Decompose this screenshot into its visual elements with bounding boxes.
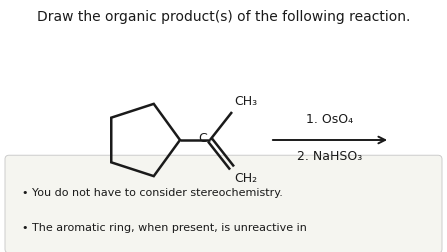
Text: 2. NaHSO₃: 2. NaHSO₃: [297, 150, 363, 163]
Text: Draw the organic product(s) of the following reaction.: Draw the organic product(s) of the follo…: [37, 10, 410, 24]
Text: • The aromatic ring, when present, is unreactive in: • The aromatic ring, when present, is un…: [22, 223, 307, 233]
Text: 1. OsO₄: 1. OsO₄: [307, 113, 354, 126]
Text: • You do not have to consider stereochemistry.: • You do not have to consider stereochem…: [22, 188, 283, 198]
Text: C: C: [198, 132, 207, 144]
Text: CH₃: CH₃: [234, 95, 257, 108]
Text: CH₂: CH₂: [234, 172, 257, 185]
FancyBboxPatch shape: [5, 155, 442, 252]
